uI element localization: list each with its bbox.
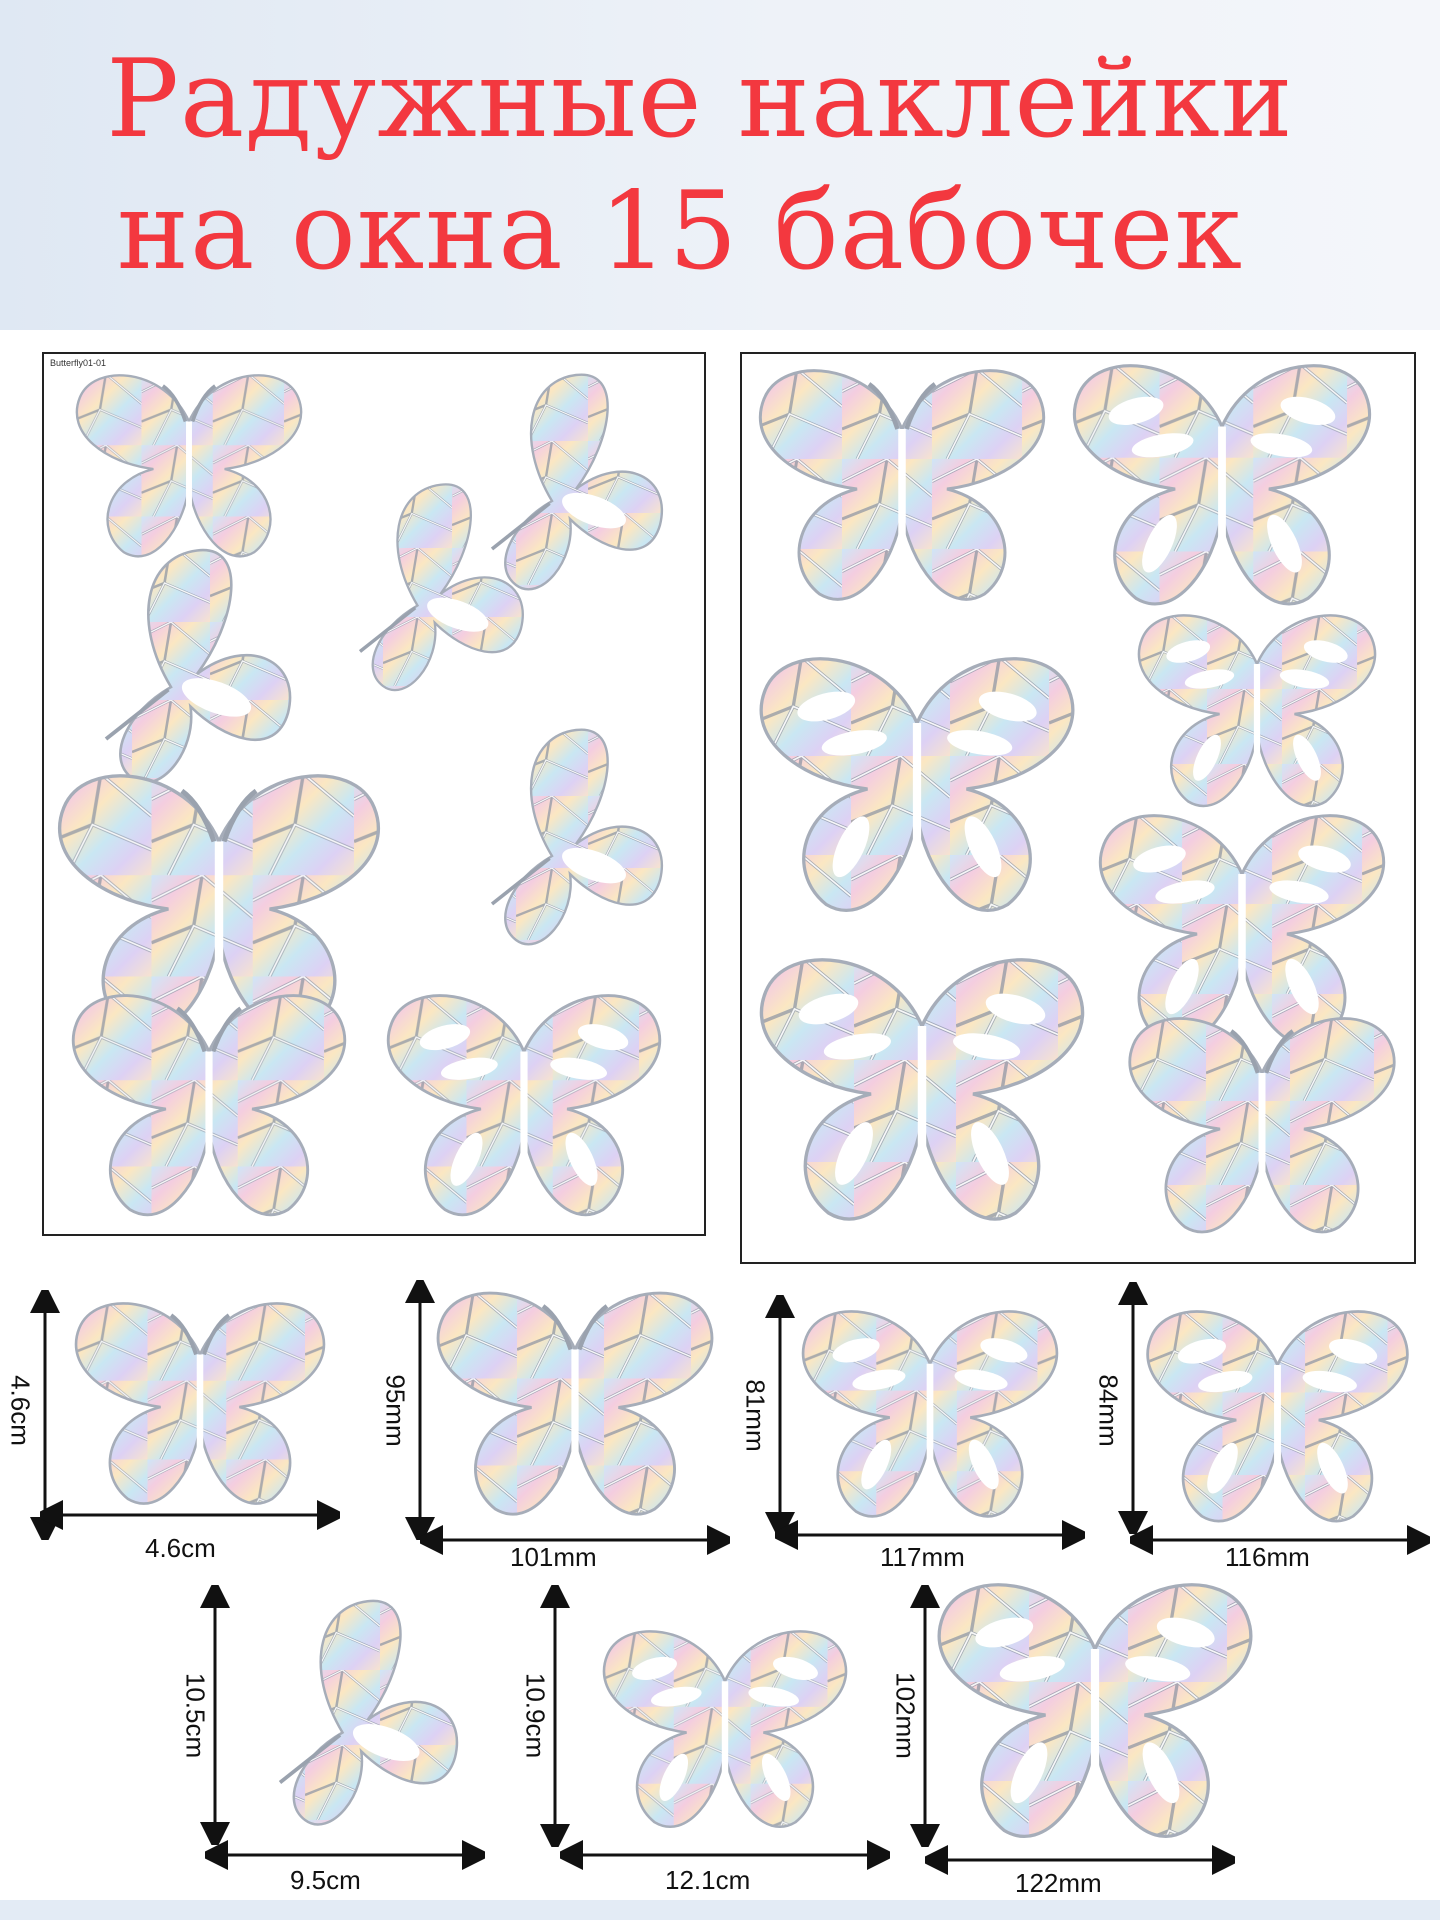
width-arrow <box>560 1840 890 1870</box>
height-arrow <box>765 1295 795 1535</box>
height-label: 10.5cm <box>180 1672 211 1759</box>
height-label: 4.6cm <box>5 1375 36 1446</box>
height-label: 81mm <box>740 1379 771 1452</box>
width-arrow <box>1130 1525 1430 1555</box>
butterfly-sample-6 <box>565 1630 885 1835</box>
butterfly-sample-7 <box>930 1580 1260 1850</box>
height-arrow <box>30 1290 60 1540</box>
width-arrow <box>205 1840 485 1870</box>
butterfly-sample-5 <box>230 1585 480 1855</box>
page-title-line-2: на окна 15 бабочек <box>117 169 1243 294</box>
width-label: 4.6cm <box>145 1533 216 1563</box>
height-arrow <box>1118 1282 1148 1534</box>
width-arrow <box>925 1845 1235 1875</box>
butterfly-sticker <box>444 694 684 994</box>
butterfly-sticker <box>354 994 694 1224</box>
height-arrow <box>910 1585 940 1847</box>
sticker-sheet-right <box>740 352 1416 1264</box>
butterfly-sample-2 <box>430 1285 720 1530</box>
height-label: 102mm <box>890 1672 921 1759</box>
butterfly-sticker <box>1112 614 1402 814</box>
butterfly-sample-4 <box>1140 1310 1415 1530</box>
butterfly-sample-1 <box>55 1302 345 1512</box>
butterfly-sticker <box>1122 1014 1402 1244</box>
height-arrow <box>405 1280 435 1540</box>
width-label: 122mm <box>1015 1868 1102 1898</box>
footer-strip <box>0 1900 1440 1920</box>
butterfly-sticker <box>752 654 1082 924</box>
width-arrow <box>40 1500 340 1530</box>
height-arrow <box>200 1585 230 1845</box>
butterfly-sticker <box>752 934 1092 1254</box>
height-arrow <box>540 1585 570 1847</box>
butterfly-sticker <box>444 364 684 614</box>
sheet-code-label: Butterfly01-01 <box>50 358 107 368</box>
width-label: 101mm <box>510 1542 597 1572</box>
page-title-line-1: Радужные наклейки <box>106 37 1294 162</box>
butterfly-sticker <box>1042 364 1402 614</box>
width-label: 12.1cm <box>665 1865 751 1895</box>
width-label: 117mm <box>880 1542 965 1572</box>
width-label: 116mm <box>1225 1542 1310 1572</box>
width-arrow <box>775 1520 1085 1550</box>
height-label: 10.9cm <box>520 1672 551 1759</box>
height-label: 84mm <box>1093 1374 1124 1447</box>
butterfly-sample-3 <box>785 1310 1075 1525</box>
height-label: 95mm <box>380 1374 411 1447</box>
sticker-sheet-left: Butterfly01-01 <box>42 352 706 1236</box>
title-banner <box>0 0 1440 330</box>
butterfly-sticker <box>54 994 364 1224</box>
width-arrow <box>420 1525 730 1555</box>
width-label: 9.5cm <box>290 1865 361 1895</box>
butterfly-sticker <box>752 364 1052 614</box>
